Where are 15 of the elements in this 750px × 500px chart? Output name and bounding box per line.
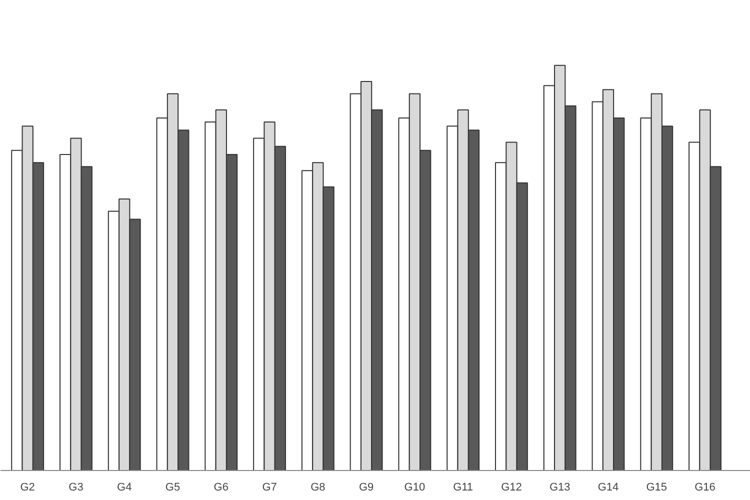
x-tick-label: G13	[549, 482, 570, 494]
x-tick-label: G11	[453, 482, 474, 494]
x-tick-label: G4	[117, 482, 132, 494]
x-tick-label: G7	[262, 482, 277, 494]
x-tick-label: G5	[165, 482, 180, 494]
x-tick-label: G12	[501, 482, 522, 494]
x-tick-label: G2	[20, 482, 35, 494]
x-tick-label: G16	[694, 482, 716, 494]
x-tick-label: G14	[598, 482, 619, 494]
x-tick-label: G9	[358, 482, 374, 494]
x-tick-label: G3	[68, 482, 84, 494]
x-tick-label: G10	[404, 482, 426, 494]
x-tick-label: G6	[214, 482, 228, 494]
x-tick-label: G8	[310, 482, 326, 494]
x-tick-label: G15	[646, 482, 668, 494]
